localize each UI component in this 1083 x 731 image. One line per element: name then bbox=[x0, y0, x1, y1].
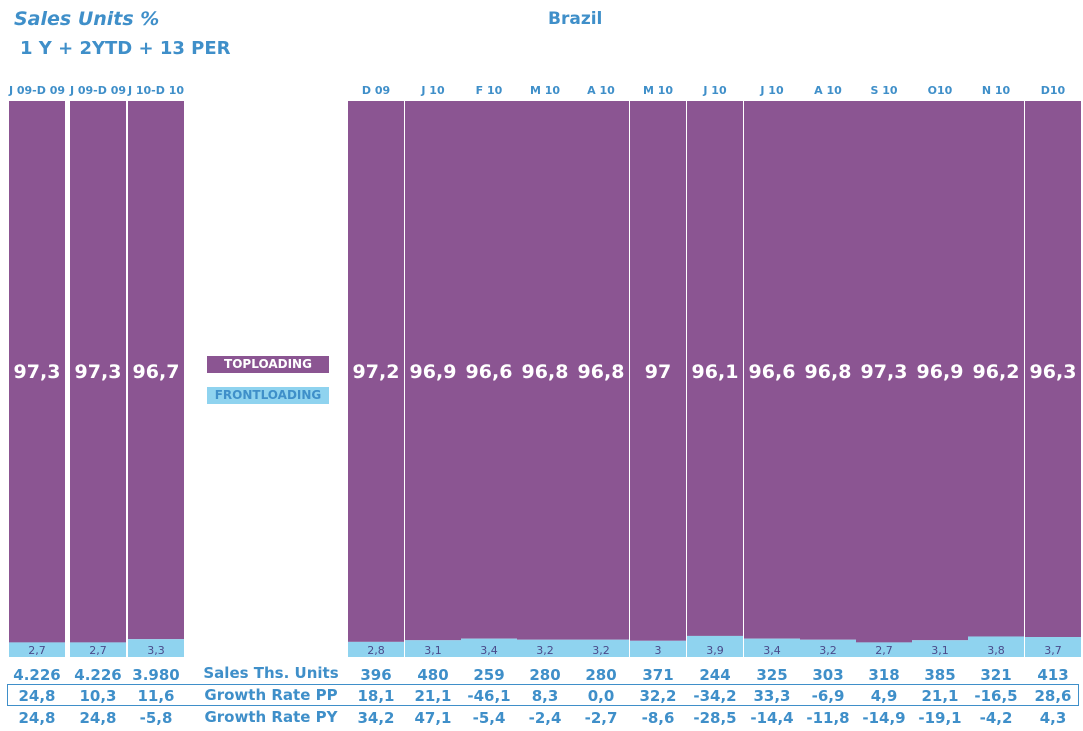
growth-rate-py-value: -14,9 bbox=[862, 709, 905, 727]
growth-rate-py-value: 4,3 bbox=[1040, 709, 1067, 727]
frontloading-value-label: 3,2 bbox=[592, 644, 610, 657]
sales-ths-units-value: 396 bbox=[360, 666, 391, 684]
x-category-label: O10 bbox=[928, 84, 953, 97]
sales-row-label: Sales Ths. Units bbox=[196, 664, 346, 682]
x-category-label: J 10-D 10 bbox=[127, 84, 184, 97]
frontloading-value-label: 3,1 bbox=[424, 644, 442, 657]
toploading-value-label: 97,3 bbox=[75, 361, 122, 383]
frontloading-value-label: 2,7 bbox=[89, 644, 107, 657]
toploading-value-label: 96,9 bbox=[917, 361, 964, 383]
sales-ths-units-value: 371 bbox=[642, 666, 673, 684]
toploading-value-label: 97 bbox=[645, 361, 671, 383]
sales-ths-units-value: 321 bbox=[980, 666, 1011, 684]
frontloading-value-label: 3,8 bbox=[987, 644, 1005, 657]
toploading-value-label: 97,3 bbox=[861, 361, 908, 383]
x-category-label: A 10 bbox=[814, 84, 842, 97]
toploading-value-label: 96,7 bbox=[133, 361, 180, 383]
sales-ths-units-value: 318 bbox=[868, 666, 899, 684]
growth-rate-py-value: -11,8 bbox=[806, 709, 849, 727]
sales-ths-units-value: 280 bbox=[529, 666, 560, 684]
toploading-value-label: 96,8 bbox=[805, 361, 852, 383]
x-category-label: J 10 bbox=[702, 84, 727, 97]
growth-py-row-label: Growth Rate PY bbox=[196, 708, 346, 726]
frontloading-value-label: 3,2 bbox=[536, 644, 554, 657]
sales-ths-units-value: 259 bbox=[473, 666, 504, 684]
toploading-value-label: 96,8 bbox=[522, 361, 569, 383]
sales-ths-units-value: 413 bbox=[1037, 666, 1068, 684]
growth-pp-row-label: Growth Rate PP bbox=[196, 686, 346, 704]
frontloading-value-label: 2,7 bbox=[28, 644, 46, 657]
frontloading-value-label: 3,4 bbox=[480, 644, 498, 657]
growth-rate-py-value: -8,6 bbox=[642, 709, 675, 727]
sales-ths-units-value: 4.226 bbox=[74, 666, 121, 684]
growth-rate-py-value: -19,1 bbox=[918, 709, 961, 727]
x-category-label: D 09 bbox=[362, 84, 390, 97]
toploading-value-label: 97,3 bbox=[14, 361, 61, 383]
growth-rate-py-value: 34,2 bbox=[357, 709, 394, 727]
legend-frontloading: FRONTLOADING bbox=[207, 387, 329, 404]
x-category-label: J 10 bbox=[420, 84, 445, 97]
x-category-label: S 10 bbox=[870, 84, 897, 97]
frontloading-value-label: 3,9 bbox=[706, 644, 724, 657]
growth-rate-py-value: -2,4 bbox=[529, 709, 562, 727]
growth-rate-py-value: 24,8 bbox=[18, 709, 55, 727]
frontloading-value-label: 3,2 bbox=[819, 644, 837, 657]
toploading-value-label: 96,9 bbox=[410, 361, 457, 383]
toploading-value-label: 96,3 bbox=[1030, 361, 1077, 383]
frontloading-value-label: 2,8 bbox=[367, 644, 385, 657]
toploading-value-label: 96,6 bbox=[749, 361, 796, 383]
sales-ths-units-value: 280 bbox=[585, 666, 616, 684]
toploading-value-label: 96,6 bbox=[466, 361, 513, 383]
frontloading-value-label: 3,4 bbox=[763, 644, 781, 657]
toploading-value-label: 96,1 bbox=[692, 361, 739, 383]
frontloading-value-label: 3,1 bbox=[931, 644, 949, 657]
growth-rate-py-value: -4,2 bbox=[980, 709, 1013, 727]
growth-pp-row-frame bbox=[7, 684, 1079, 706]
growth-rate-py-value: -5,8 bbox=[140, 709, 173, 727]
sales-ths-units-value: 480 bbox=[417, 666, 448, 684]
toploading-value-label: 96,2 bbox=[973, 361, 1020, 383]
growth-rate-py-value: 24,8 bbox=[79, 709, 116, 727]
x-category-label: J 09-D 09 bbox=[8, 84, 65, 97]
x-category-label: J 09-D 09 bbox=[69, 84, 126, 97]
growth-rate-py-value: -14,4 bbox=[750, 709, 793, 727]
frontloading-value-label: 3,7 bbox=[1044, 644, 1062, 657]
toploading-value-label: 96,8 bbox=[578, 361, 625, 383]
growth-rate-py-value: -2,7 bbox=[585, 709, 618, 727]
sales-ths-units-value: 3.980 bbox=[132, 666, 179, 684]
legend-toploading: TOPLOADING bbox=[207, 356, 329, 373]
frontloading-value-label: 2,7 bbox=[875, 644, 893, 657]
growth-rate-py-value: 47,1 bbox=[414, 709, 451, 727]
sales-ths-units-value: 303 bbox=[812, 666, 843, 684]
x-category-label: M 10 bbox=[530, 84, 560, 97]
sales-ths-units-value: 325 bbox=[756, 666, 787, 684]
growth-rate-py-value: -28,5 bbox=[693, 709, 736, 727]
x-category-label: F 10 bbox=[476, 84, 503, 97]
x-category-label: N 10 bbox=[982, 84, 1011, 97]
x-category-label: D10 bbox=[1041, 84, 1066, 97]
frontloading-value-label: 3,3 bbox=[147, 644, 165, 657]
x-category-label: M 10 bbox=[643, 84, 673, 97]
sales-ths-units-value: 244 bbox=[699, 666, 730, 684]
toploading-value-label: 97,2 bbox=[353, 361, 400, 383]
frontloading-value-label: 3 bbox=[655, 644, 662, 657]
growth-rate-py-value: -5,4 bbox=[473, 709, 506, 727]
sales-ths-units-value: 385 bbox=[924, 666, 955, 684]
x-category-label: J 10 bbox=[759, 84, 784, 97]
sales-ths-units-value: 4.226 bbox=[13, 666, 60, 684]
x-category-label: A 10 bbox=[587, 84, 615, 97]
